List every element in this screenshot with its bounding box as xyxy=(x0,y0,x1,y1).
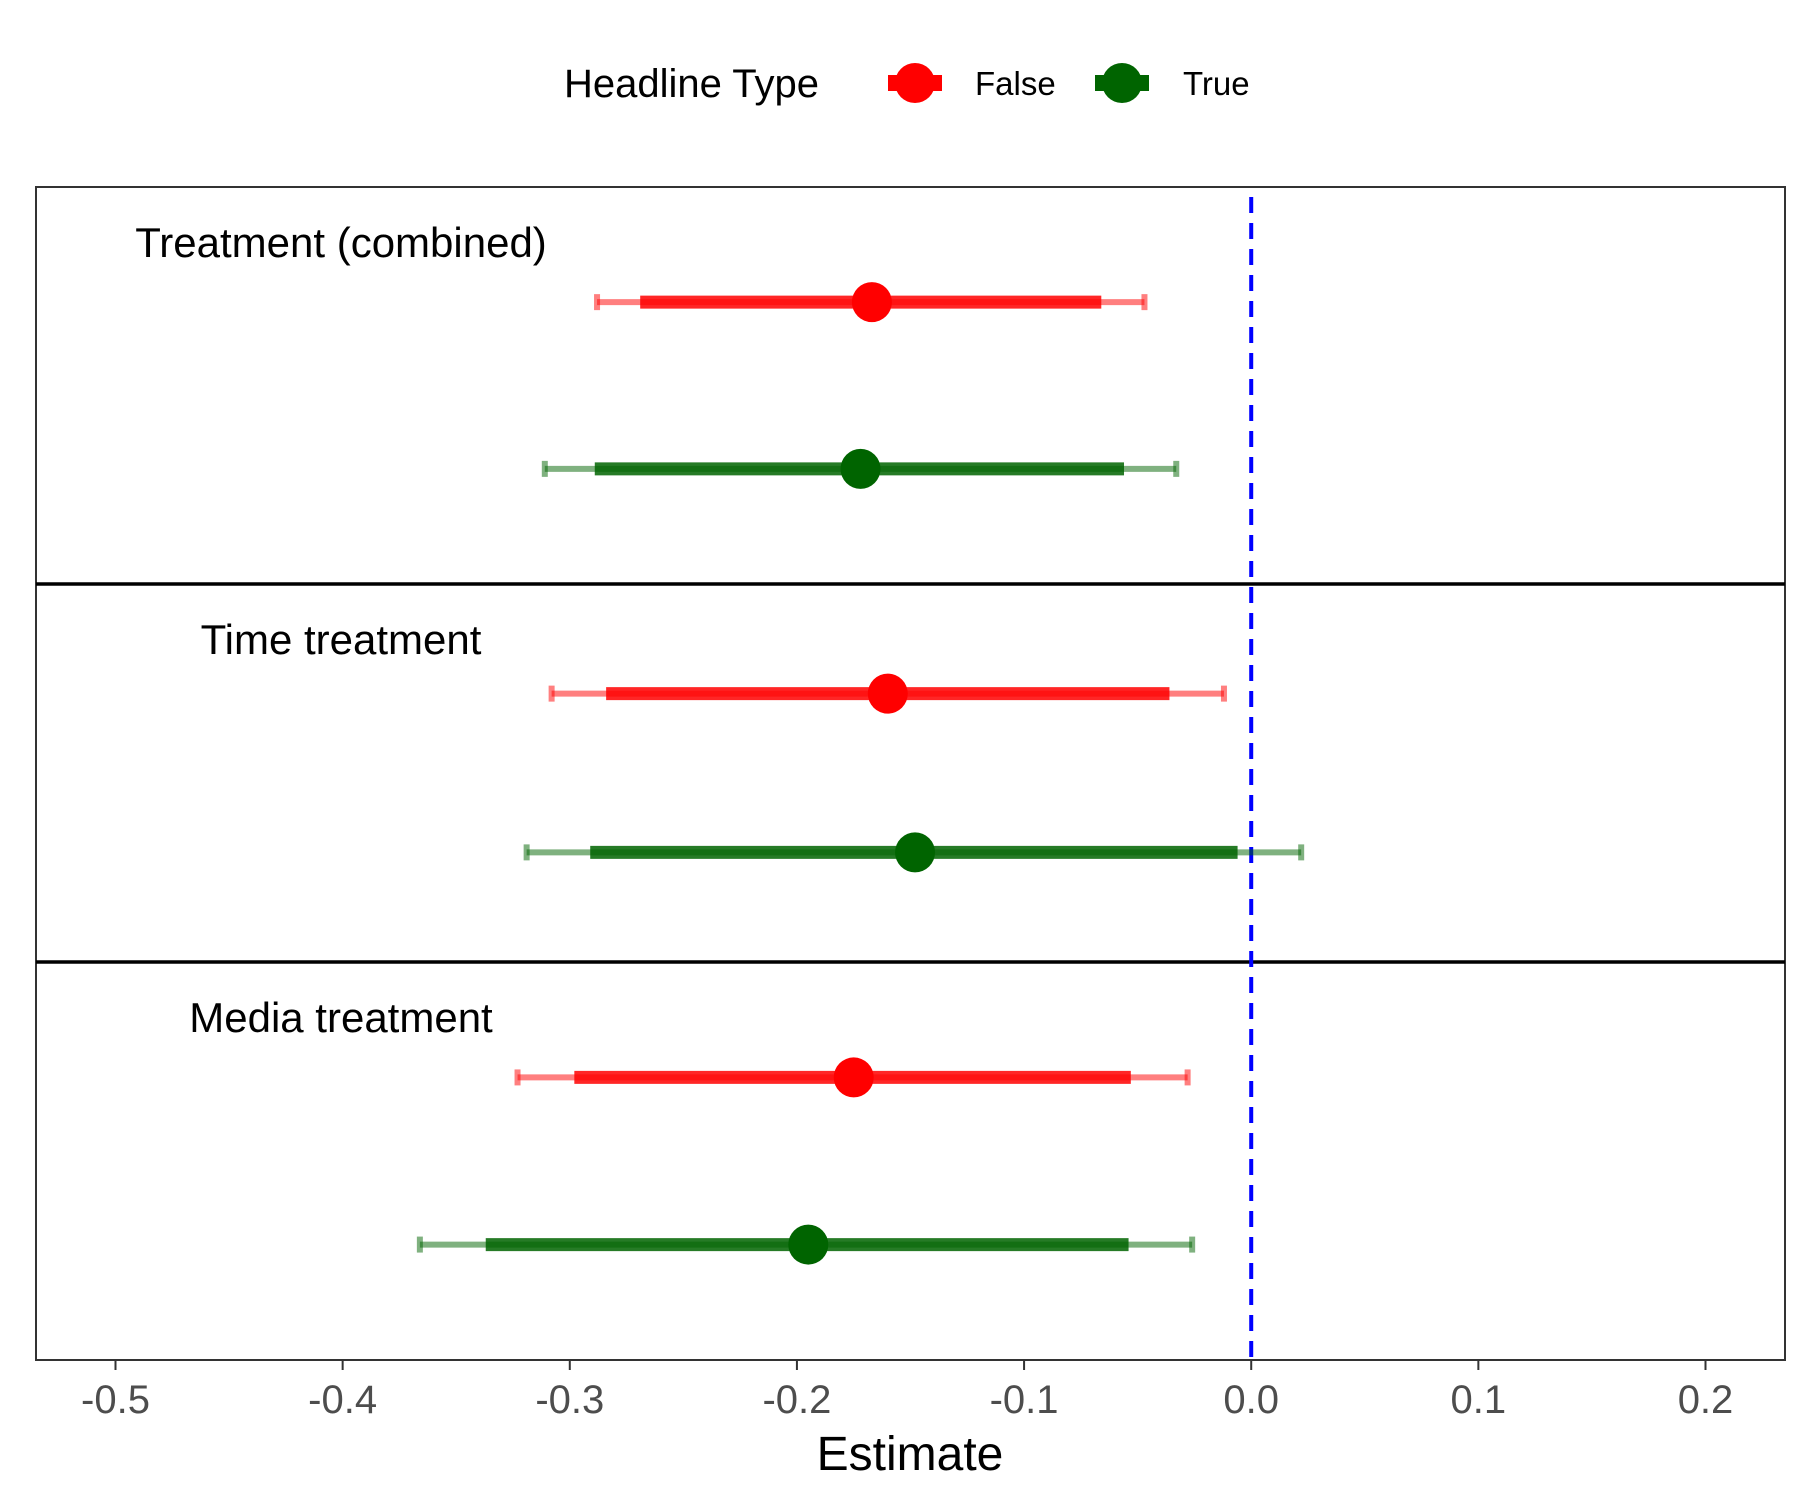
x-tick-label: -0.2 xyxy=(762,1378,831,1422)
legend-label-false: False xyxy=(975,65,1056,102)
point-estimate xyxy=(895,832,936,873)
panel-label-2: Media treatment xyxy=(189,994,493,1041)
x-tick-label: 0.2 xyxy=(1678,1378,1734,1422)
x-tick-label: -0.4 xyxy=(308,1378,377,1422)
estimate-0-false xyxy=(594,282,1148,323)
plot-border xyxy=(35,186,1786,1361)
legend-item-true: True xyxy=(1095,63,1250,103)
legend-key-false-point xyxy=(895,63,935,103)
legend-key-true-point xyxy=(1102,63,1142,103)
x-axis-title: Estimate xyxy=(817,1428,1004,1481)
x-axis: -0.5 -0.4 -0.3 -0.2 -0.1 0.0 0.1 0.2 xyxy=(81,1360,1733,1422)
point-estimate xyxy=(840,448,881,489)
x-tick-label: 0.1 xyxy=(1451,1378,1507,1422)
estimate-2-false xyxy=(514,1057,1191,1098)
estimate-1-true xyxy=(523,832,1305,873)
x-tick-label: -0.1 xyxy=(990,1378,1059,1422)
estimate-marks xyxy=(416,282,1305,1265)
point-estimate xyxy=(867,673,908,714)
legend-item-false: False xyxy=(888,63,1056,103)
legend: Headline Type False True xyxy=(564,62,1250,106)
panel-labels: Treatment (combined) Time treatment Media … xyxy=(135,219,547,1041)
x-tick-label: 0.0 xyxy=(1223,1378,1279,1422)
legend-title: Headline Type xyxy=(564,62,819,106)
point-estimate xyxy=(788,1224,829,1265)
estimate-0-true xyxy=(541,448,1180,489)
panel-label-1: Time treatment xyxy=(201,616,482,663)
legend-label-true: True xyxy=(1183,65,1250,102)
x-tick-label: -0.3 xyxy=(535,1378,604,1422)
point-estimate xyxy=(833,1057,874,1098)
point-estimate xyxy=(851,282,892,323)
panel-label-0: Treatment (combined) xyxy=(135,219,547,266)
estimate-2-true xyxy=(416,1224,1196,1265)
estimate-1-false xyxy=(548,673,1227,714)
x-tick-label: -0.5 xyxy=(81,1378,150,1422)
